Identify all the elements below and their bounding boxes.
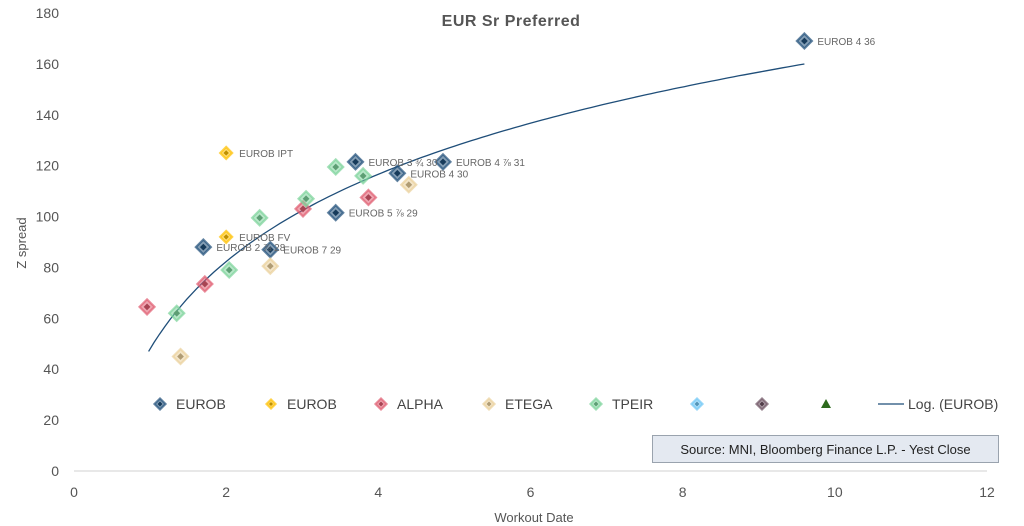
- legend-item: ALPHA: [373, 396, 444, 412]
- data-point: [346, 152, 365, 171]
- source-text: Source: MNI, Bloomberg Finance L.P. - Ye…: [680, 441, 971, 457]
- data-point: [195, 274, 214, 294]
- data-label: EUROB 7 29: [283, 246, 341, 257]
- x-tick-label: 2: [222, 484, 230, 500]
- data-point: [218, 229, 234, 245]
- y-axis-label: Z spread: [14, 217, 29, 268]
- y-tick-label: 120: [36, 158, 60, 174]
- y-tick-label: 100: [36, 209, 60, 225]
- y-tick-label: 140: [36, 107, 60, 123]
- y-tick-label: 40: [43, 361, 59, 377]
- data-point: [137, 297, 157, 316]
- y-tick-label: 20: [43, 412, 59, 428]
- legend-swatch: [481, 396, 497, 412]
- data-point: [399, 175, 418, 194]
- legend-swatch: [264, 397, 278, 411]
- chart-title: EUR Sr Preferred: [442, 13, 581, 30]
- data-point: [218, 145, 234, 161]
- legend-swatch: [588, 396, 604, 412]
- legend-item: [689, 396, 705, 412]
- legend-label: EUROB: [287, 396, 337, 412]
- data-point: [359, 188, 378, 207]
- data-label: EUROB 4 ⅞ 31: [456, 158, 525, 169]
- legend-swatch: [821, 399, 831, 408]
- legend-item: Log. (EUROB): [878, 396, 998, 412]
- legend-label: ETEGA: [505, 396, 553, 412]
- data-label: EUROB 4 36: [817, 37, 875, 48]
- data-point: [795, 31, 814, 51]
- data-point: [220, 260, 239, 280]
- data-point: [433, 152, 453, 171]
- x-tick-label: 10: [827, 484, 843, 500]
- data-point: [326, 157, 345, 176]
- log-trendline: [148, 63, 805, 352]
- data-label: EUROB FV: [239, 233, 290, 244]
- x-tick-label: 6: [527, 484, 535, 500]
- data-points: [137, 31, 814, 366]
- data-label: EUROB IPT: [239, 149, 293, 160]
- data-label: EUROB 5 ⅞ 29: [349, 209, 418, 220]
- y-tick-label: 80: [43, 259, 59, 275]
- legend-item: TPEIR: [588, 396, 653, 412]
- data-point: [171, 347, 190, 366]
- x-tick-label: 4: [374, 484, 382, 500]
- data-label: EUROB 2 ⅞ 28: [216, 243, 285, 254]
- data-point: [354, 166, 373, 185]
- trendline-layer: [148, 63, 805, 352]
- legend-label: TPEIR: [612, 396, 653, 412]
- legend-swatch: [152, 396, 168, 412]
- legend-label: ALPHA: [397, 396, 444, 412]
- legend-swatch: [754, 396, 770, 412]
- data-point: [296, 189, 316, 208]
- legend-item: EUROB: [264, 396, 337, 412]
- data-point: [250, 208, 269, 227]
- x-tick-label: 8: [679, 484, 687, 500]
- legend-item: EUROB: [152, 396, 226, 412]
- data-point: [261, 257, 280, 276]
- data-point: [388, 164, 407, 183]
- legend-item: ETEGA: [481, 396, 553, 412]
- legend-label: EUROB: [176, 396, 226, 412]
- legend: EUROB EUROB ALPHA ETEGA TPEIR Log. (EUROB): [152, 396, 998, 412]
- x-tick-label: 0: [70, 484, 78, 500]
- data-point: [167, 304, 186, 323]
- x-tick-label: 12: [979, 484, 995, 500]
- legend-item: [754, 396, 770, 412]
- y-tick-label: 160: [36, 56, 60, 72]
- data-point: [194, 238, 213, 257]
- y-tick-label: 60: [43, 310, 59, 326]
- data-label: EUROB 3 ¾ 30: [369, 158, 438, 169]
- y-tick-label: 0: [51, 463, 59, 479]
- source-box: Source: MNI, Bloomberg Finance L.P. - Ye…: [652, 435, 999, 463]
- legend-label: Log. (EUROB): [908, 396, 998, 412]
- data-point: [326, 203, 345, 222]
- x-axis-label: Workout Date: [494, 510, 573, 525]
- legend-item: [821, 399, 831, 408]
- legend-swatch: [373, 396, 389, 412]
- legend-swatch: [689, 396, 705, 412]
- y-tick-label: 180: [36, 5, 60, 21]
- data-label: EUROB 4 30: [410, 169, 468, 180]
